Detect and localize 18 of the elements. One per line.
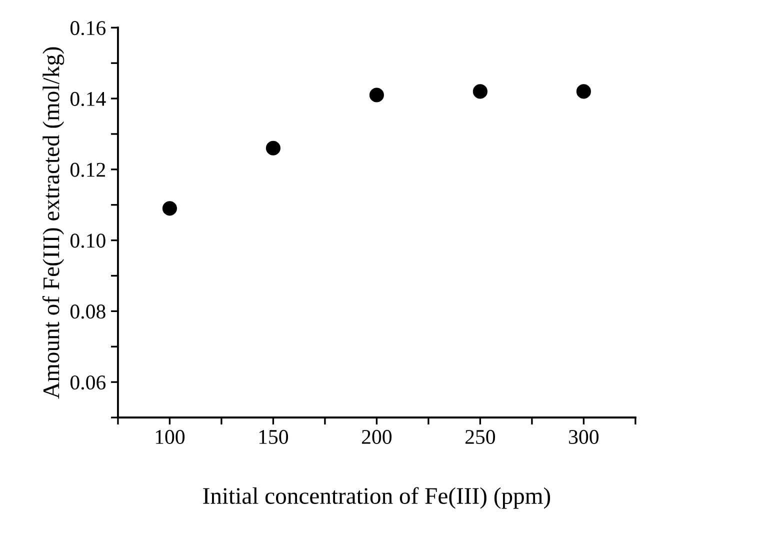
y-tick-label: 0.06 <box>70 375 106 390</box>
y-tick-label: 0.16 <box>70 21 106 36</box>
x-axis-title: Initial concentration of Fe(III) (ppm) <box>203 487 550 509</box>
y-tick-label: 0.12 <box>70 162 105 177</box>
y-tick-label: 0.10 <box>70 234 106 248</box>
point <box>162 201 177 216</box>
point <box>369 88 384 102</box>
y-tick-label: 0.14 <box>70 92 106 106</box>
x-tick-label: 200 <box>362 430 392 444</box>
point <box>576 84 591 99</box>
x-tick-label: 150 <box>259 430 288 444</box>
x-tick-label: 250 <box>465 430 496 444</box>
y-tick-label: 0.08 <box>70 304 106 319</box>
y-axis-title: Amount of Fe(III) extracted (mol/kg) <box>42 47 64 399</box>
x-tick-label: 100 <box>156 430 185 444</box>
point <box>266 140 280 156</box>
point <box>472 84 488 99</box>
x-tick-label: 300 <box>569 430 599 444</box>
